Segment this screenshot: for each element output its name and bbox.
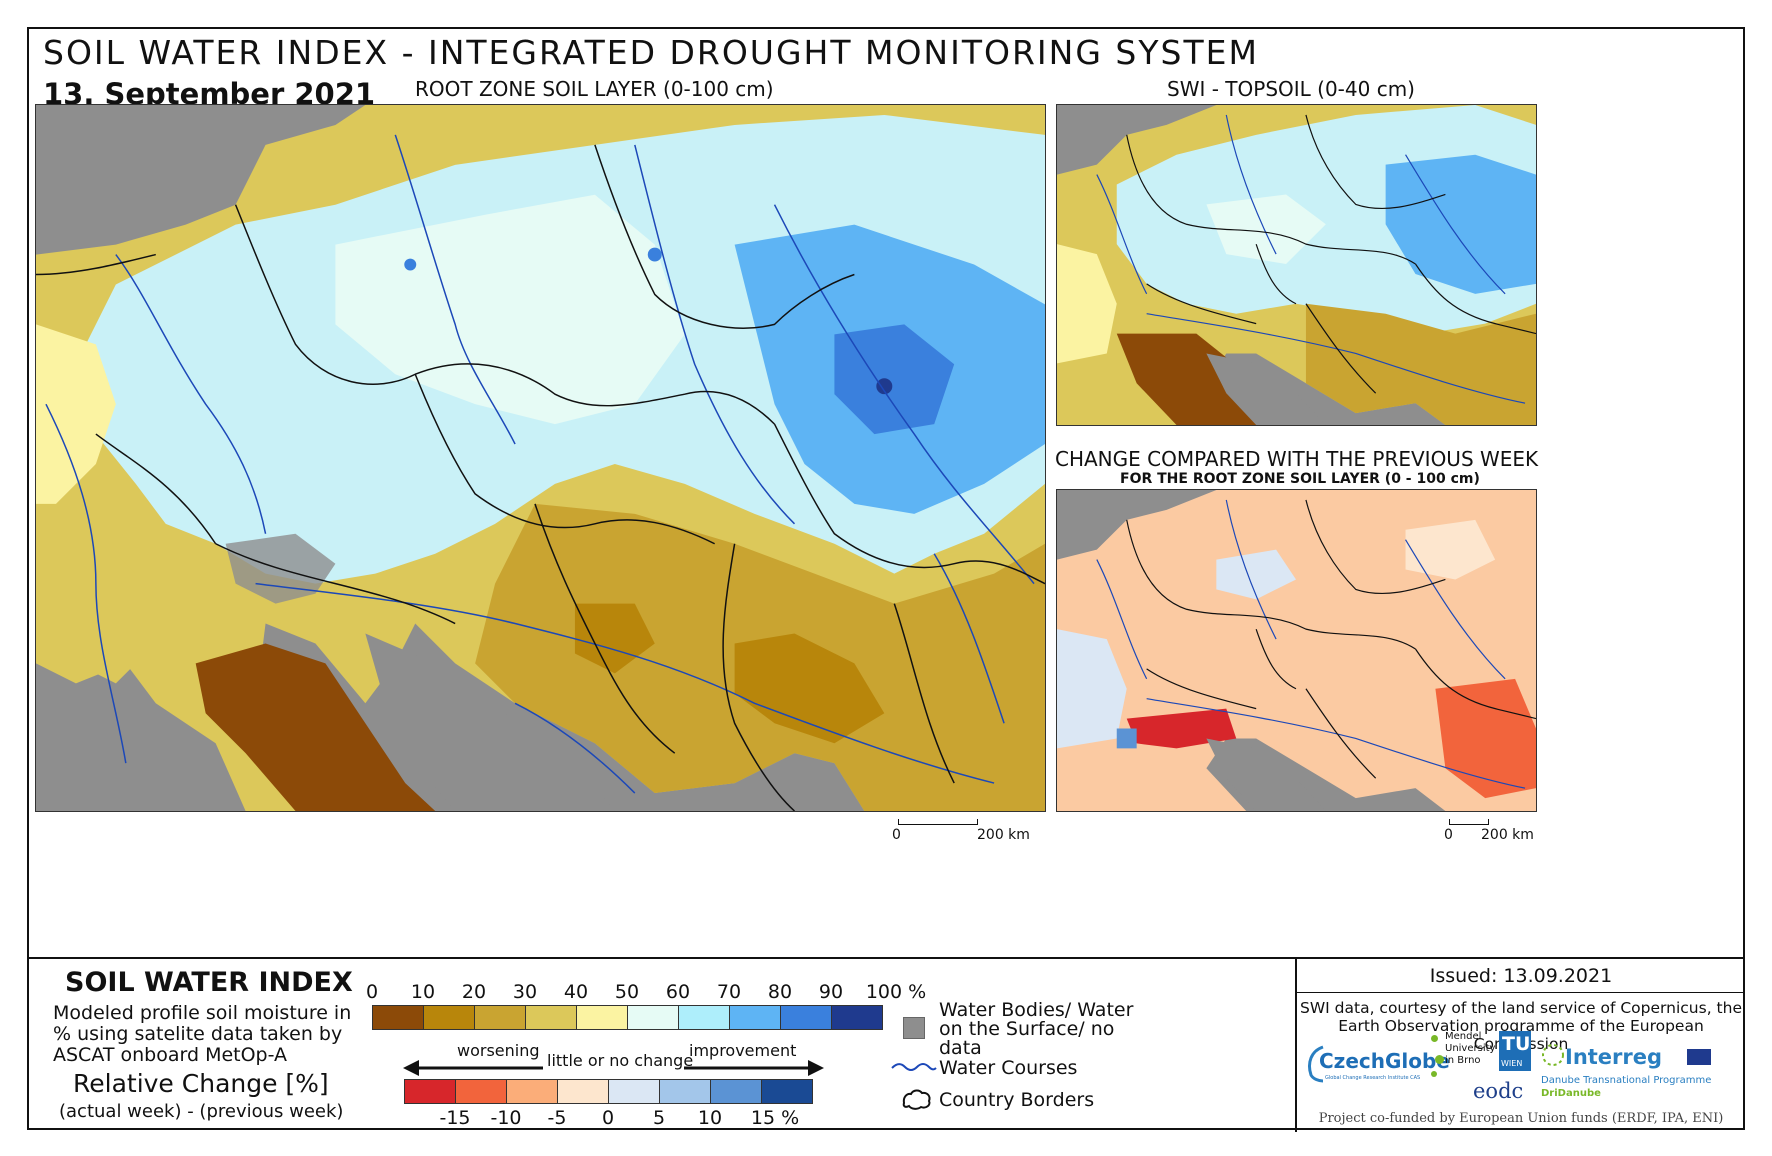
swi-ticks-0: 0 xyxy=(365,981,379,1003)
root-zone-map[interactable] xyxy=(35,104,1046,812)
change-ticks-6: 15 % xyxy=(750,1107,800,1129)
swi-swatch-7 xyxy=(729,1005,781,1030)
change-ticks-3: 0 xyxy=(601,1107,615,1129)
info-box: Issued: 13.09.2021 SWI data, courtesy of… xyxy=(1295,959,1745,1132)
worsening-label: worsening xyxy=(457,1041,540,1060)
swi-ticks-2: 20 xyxy=(461,981,487,1003)
swi-ticks-7: 70 xyxy=(716,981,742,1003)
czechglobe-logo: CzechGlobe Global Change Research Instit… xyxy=(1305,1043,1450,1091)
water-bodies-swatch xyxy=(903,1017,925,1039)
swi-ticks-3: 30 xyxy=(512,981,538,1003)
change-ticks-4: 5 xyxy=(652,1107,666,1129)
legend-panel: SOIL WATER INDEX Modeled profile soil mo… xyxy=(29,957,1745,1132)
funding-note: Project co-funded by European Union fund… xyxy=(1318,1111,1724,1126)
swi-ticks-1: 10 xyxy=(410,981,436,1003)
swi-swatch-5 xyxy=(627,1005,679,1030)
wien-text: WIEN xyxy=(1501,1059,1523,1068)
issued-divider xyxy=(1297,992,1745,993)
swi-swatch-0 xyxy=(372,1005,424,1030)
change-ticks-0: -15 xyxy=(439,1107,471,1129)
change-map-subtitle: FOR THE ROOT ZONE SOIL LAYER (0 - 100 cm… xyxy=(1120,471,1480,487)
swi-swatch-1 xyxy=(423,1005,475,1030)
topsoil-map[interactable] xyxy=(1056,104,1537,426)
swi-ticks-4: 40 xyxy=(563,981,589,1003)
water-bodies-label: Water Bodies/ Water on the Surface/ no d… xyxy=(939,999,1134,1059)
change-swatch-3 xyxy=(557,1079,609,1104)
change-swatch-4 xyxy=(608,1079,660,1104)
change-ticks-5: 10 xyxy=(697,1107,723,1129)
swi-swatch-2 xyxy=(474,1005,526,1030)
small-scale-bar: 0 200 km xyxy=(1444,819,1544,843)
change-swatch-1 xyxy=(455,1079,507,1104)
change-swatch-2 xyxy=(506,1079,558,1104)
swi-swatch-3 xyxy=(525,1005,577,1030)
interreg-subtext-1: Danube Transnational Programme xyxy=(1541,1075,1712,1086)
tu-text: TU xyxy=(1502,1033,1531,1055)
legend-relative-desc: (actual week) - (previous week) xyxy=(59,1101,344,1122)
mendel-text: Mendel University in Brno xyxy=(1445,1031,1496,1066)
swi-ticks-8: 80 xyxy=(767,981,793,1003)
swi-ticks-5: 50 xyxy=(614,981,640,1003)
water-courses-label: Water Courses xyxy=(939,1057,1078,1079)
mendel-logo: Mendel University in Brno xyxy=(1431,1031,1495,1085)
eodc-logo: eodc xyxy=(1473,1079,1533,1107)
swi-ticks-10: 100 % xyxy=(865,981,927,1003)
interreg-star-icon xyxy=(1542,1044,1564,1066)
czechglobe-subtext: Global Change Research Institute CAS xyxy=(1325,1075,1421,1081)
water-course-icon xyxy=(891,1063,937,1071)
change-map-title: CHANGE COMPARED WITH THE PREVIOUS WEEK xyxy=(1055,447,1539,471)
swi-color-scale xyxy=(372,1005,883,1030)
change-swatch-0 xyxy=(404,1079,456,1104)
swi-swatch-4 xyxy=(576,1005,628,1030)
main-scale-end: 200 km xyxy=(977,827,1030,843)
legend-relative-title: Relative Change [%] xyxy=(73,1069,329,1098)
issued-date: Issued: 13.09.2021 xyxy=(1429,965,1613,987)
swi-swatch-9 xyxy=(831,1005,883,1030)
change-color-scale xyxy=(404,1079,813,1104)
map-frame: SOIL WATER INDEX - INTEGRATED DROUGHT MO… xyxy=(27,27,1745,1132)
little-change-label: little or no change xyxy=(547,1051,694,1070)
worsening-arrow-icon xyxy=(403,1060,543,1076)
interreg-text: Interreg xyxy=(1565,1045,1663,1069)
eodc-text: eodc xyxy=(1473,1079,1524,1103)
legend-swi-description: Modeled profile soil moisture in % using… xyxy=(53,1002,352,1066)
improvement-label: improvement xyxy=(689,1041,797,1060)
interreg-logo: Interreg Danube Transnational Programme … xyxy=(1541,1043,1741,1107)
interreg-subtext-2: DriDanube xyxy=(1541,1088,1601,1099)
change-ticks-2: -5 xyxy=(547,1107,567,1129)
main-scale-start: 0 xyxy=(892,827,901,843)
main-map-title: ROOT ZONE SOIL LAYER (0-100 cm) xyxy=(415,77,774,101)
change-swatch-6 xyxy=(710,1079,762,1104)
swi-ticks-6: 60 xyxy=(665,981,691,1003)
small-scale-start: 0 xyxy=(1444,827,1453,843)
tu-wien-logo: TU WIEN xyxy=(1499,1031,1531,1071)
change-swatch-5 xyxy=(659,1079,711,1104)
small-scale-end: 200 km xyxy=(1481,827,1534,843)
improvement-arrow-icon xyxy=(684,1060,824,1076)
country-border-icon xyxy=(902,1089,931,1110)
swi-swatch-6 xyxy=(678,1005,730,1030)
legend-swi-title: SOIL WATER INDEX xyxy=(65,967,353,998)
eu-flag-icon xyxy=(1687,1049,1711,1065)
change-map[interactable] xyxy=(1056,489,1537,812)
change-ticks-1: -10 xyxy=(490,1107,522,1129)
swi-ticks-9: 90 xyxy=(818,981,844,1003)
czechglobe-text: CzechGlobe xyxy=(1319,1049,1450,1073)
main-scale-bar: 0 200 km xyxy=(892,819,1032,843)
mendel-dot-icon xyxy=(1431,1035,1438,1042)
change-swatch-7 xyxy=(761,1079,813,1104)
swi-swatch-8 xyxy=(780,1005,832,1030)
page-title: SOIL WATER INDEX - INTEGRATED DROUGHT MO… xyxy=(43,33,1259,72)
mendel-dot-icon-3 xyxy=(1431,1071,1437,1077)
mendel-dot-icon-2 xyxy=(1435,1055,1444,1064)
country-borders-label: Country Borders xyxy=(939,1089,1095,1111)
topsoil-map-title: SWI - TOPSOIL (0-40 cm) xyxy=(1167,77,1415,101)
